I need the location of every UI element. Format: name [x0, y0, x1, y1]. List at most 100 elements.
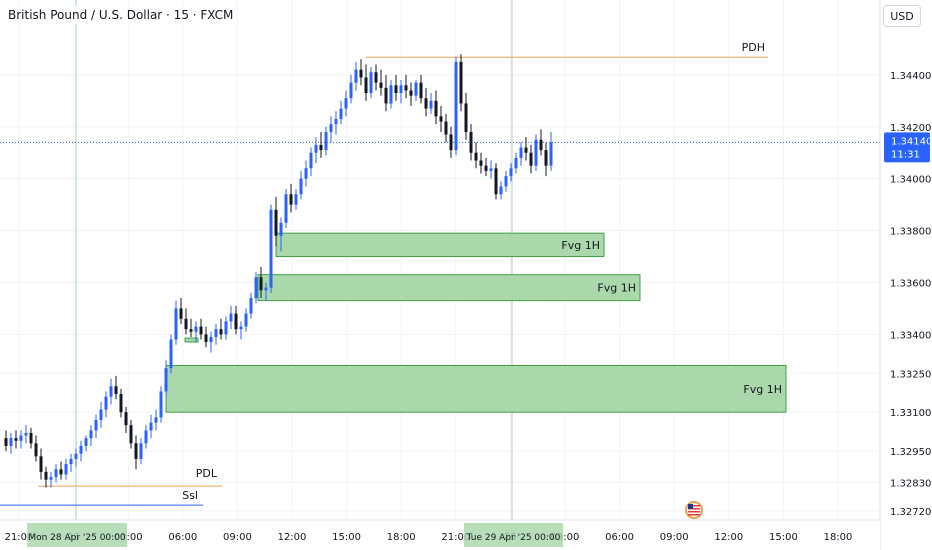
- candle-body: [279, 222, 283, 236]
- candle-body: [34, 443, 38, 457]
- candle-body: [319, 144, 323, 151]
- candle-body: [434, 100, 438, 117]
- candle-body: [124, 412, 128, 426]
- candle-body: [384, 87, 388, 104]
- candle-body: [399, 85, 403, 94]
- candle-body: [229, 313, 233, 322]
- fvg-label: Fvg 1H: [597, 282, 636, 295]
- time-tick-label: 12:00: [278, 532, 307, 543]
- candle-body: [64, 464, 68, 475]
- candle-body: [449, 134, 453, 151]
- time-tick-label: 18:00: [824, 532, 853, 543]
- candle-body: [444, 121, 448, 135]
- candle-body: [154, 417, 158, 423]
- candle-body: [274, 209, 278, 236]
- candle-body: [494, 168, 498, 195]
- candle-body: [9, 438, 13, 446]
- price-tick-label: 1.33250: [890, 369, 931, 380]
- current-price-badge-bg: [884, 132, 930, 163]
- currency-button[interactable]: USD: [883, 5, 921, 27]
- candle-body: [204, 334, 208, 343]
- candle-body: [394, 85, 398, 94]
- candle-body: [254, 277, 258, 299]
- candle-body: [14, 438, 18, 441]
- ssl-label: Ssl: [182, 489, 198, 502]
- candle-body: [174, 308, 178, 340]
- candle-body: [419, 82, 423, 99]
- candle-body: [424, 98, 428, 109]
- price-axis: 1.34400 1.34200 1.34000 1.33800 1.33600 1.334…: [879, 0, 932, 550]
- candle-body: [364, 77, 368, 94]
- current-price-badge: 1.34140 11:31: [884, 132, 932, 163]
- candle-body: [19, 435, 23, 441]
- flag-stripe: [688, 514, 700, 516]
- candle-body: [244, 313, 248, 327]
- candles: [4, 54, 553, 488]
- candle-body: [344, 98, 348, 109]
- time-tick-label: 03:00: [114, 532, 143, 543]
- us-flag-icon[interactable]: [685, 501, 703, 519]
- candle-body: [474, 152, 478, 161]
- candle-body: [24, 432, 28, 436]
- candle-body: [409, 90, 413, 96]
- time-tick-label: 12:00: [714, 532, 743, 543]
- candle-body: [199, 326, 203, 335]
- candle-body: [514, 157, 518, 169]
- candle-body: [74, 453, 78, 459]
- candle-body: [539, 139, 543, 151]
- candle-body: [149, 422, 153, 431]
- grid-lines: [0, 0, 880, 520]
- flag-stripe: [688, 508, 700, 510]
- candle-body: [114, 386, 118, 395]
- time-highlight-label: Tue 29 Apr '25 00:00: [466, 533, 561, 543]
- price-tick-label: 1.34200: [890, 123, 931, 134]
- candle-body: [379, 82, 383, 88]
- candle-body: [99, 409, 103, 420]
- time-tick-label: 15:00: [332, 532, 361, 543]
- candle-body: [49, 477, 53, 480]
- candle-body: [94, 419, 98, 431]
- flag-stripe: [688, 511, 700, 513]
- fvg-label: Fvg 1H: [561, 239, 600, 252]
- candle-body: [239, 326, 243, 330]
- candle-body: [414, 82, 418, 96]
- candle-body: [164, 368, 168, 392]
- flag-canton: [688, 504, 693, 509]
- price-tick-label: 1.33600: [890, 278, 931, 289]
- time-tick-label: 18:00: [387, 532, 416, 543]
- price-tick-label: 1.33400: [890, 330, 931, 341]
- candle-body: [489, 168, 493, 171]
- price-axis-background: [880, 0, 932, 550]
- candle-body: [499, 186, 503, 195]
- candle-body: [189, 329, 193, 332]
- candle-body: [329, 124, 333, 132]
- candle-body: [309, 152, 313, 169]
- candle-body: [89, 430, 93, 439]
- candle-body: [299, 178, 303, 195]
- candle-body: [219, 329, 223, 335]
- candle-body: [529, 152, 533, 166]
- candle-body: [429, 100, 433, 109]
- candle-body: [549, 142, 553, 166]
- candle-body: [314, 144, 318, 153]
- candle-body: [209, 336, 213, 343]
- time-tick-label: 15:00: [769, 532, 798, 543]
- candle-body: [519, 147, 523, 158]
- candle-body: [479, 160, 483, 166]
- time-tick-label: 03:00: [551, 532, 580, 543]
- price-tick-label: 1.32950: [890, 447, 931, 458]
- candle-body: [169, 339, 173, 369]
- candle-body: [534, 139, 538, 166]
- candle-body: [439, 116, 443, 122]
- price-tick-label: 1.32720: [890, 507, 931, 518]
- candle-body: [39, 456, 43, 472]
- symbol-title: British Pound / U.S. Dollar · 15 · FXCM: [6, 6, 236, 24]
- candle-body: [214, 329, 218, 337]
- time-highlight-label: Mon 28 Apr '25 00:00: [28, 533, 126, 543]
- candle-body: [54, 469, 58, 478]
- candle-body: [349, 82, 353, 99]
- candle-body: [79, 445, 83, 454]
- candle-body: [234, 313, 238, 330]
